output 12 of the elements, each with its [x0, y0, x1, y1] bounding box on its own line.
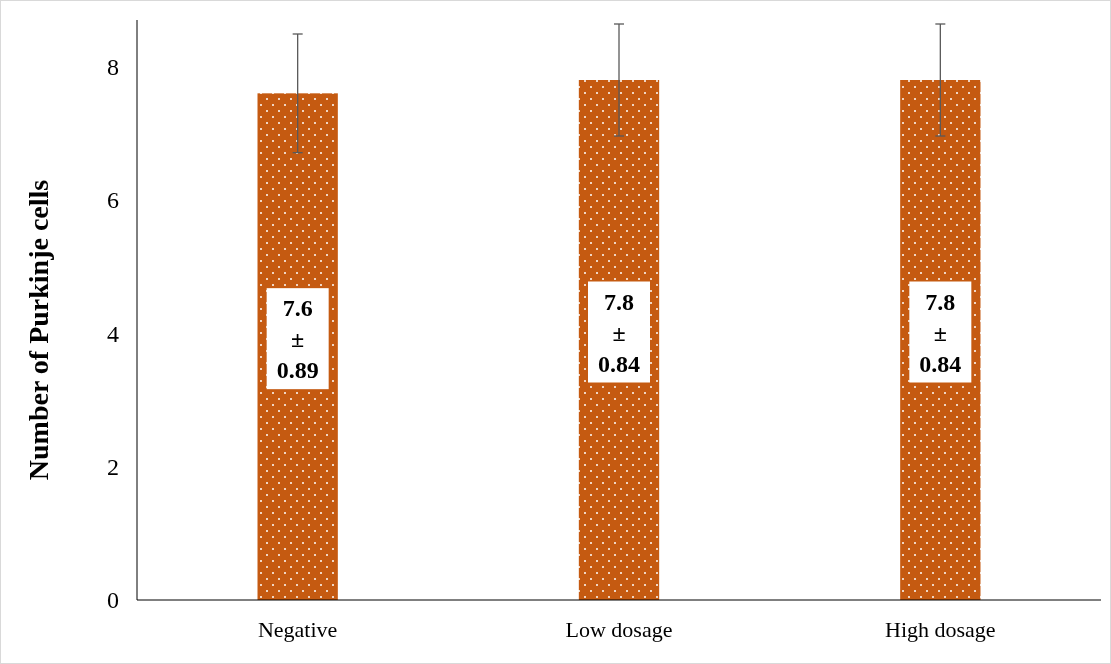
y-tick-label: 2 [107, 454, 119, 481]
y-tick-label: 6 [107, 187, 119, 214]
x-tick-label: Negative [257, 617, 338, 642]
y-tick-label: 0 [107, 587, 119, 614]
y-tick-label: 4 [107, 320, 119, 347]
y-axis-title: Number of Purkinje cells [23, 179, 54, 481]
x-tick-label: High dosage [885, 617, 996, 642]
data-label: 7.6 ± 0.89 [276, 295, 319, 384]
y-tick-label: 8 [107, 54, 119, 81]
data-label: 7.8 ± 0.84 [919, 288, 962, 377]
data-label: 7.8 ± 0.84 [598, 288, 640, 377]
x-tick-label: Low dosage [565, 617, 673, 642]
